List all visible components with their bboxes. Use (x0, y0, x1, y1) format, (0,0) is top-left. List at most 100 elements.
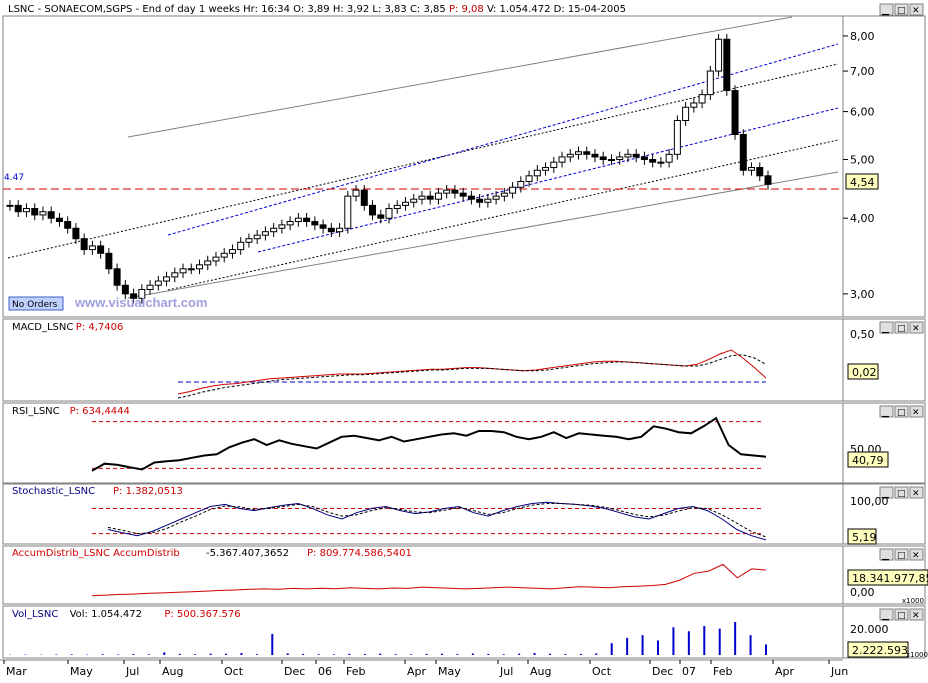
close-button[interactable] (909, 608, 924, 621)
candle-body (171, 272, 179, 278)
restore-button[interactable] (894, 608, 909, 621)
minimize-button[interactable] (879, 548, 894, 561)
candle-body (228, 249, 236, 254)
restore-button-glyph: □ (897, 489, 906, 499)
candle-body (690, 102, 698, 108)
candle-body (179, 268, 187, 274)
candle-body (665, 153, 673, 163)
candle-body (31, 208, 39, 216)
close-button[interactable] (909, 3, 924, 16)
minimize-button[interactable] (879, 321, 894, 334)
restore-button[interactable] (894, 548, 909, 561)
price-last-value-box (845, 173, 879, 190)
candle-body (72, 227, 80, 240)
candle-body (138, 289, 146, 299)
close-button[interactable] (909, 405, 924, 418)
x-axis-strip (0, 660, 928, 679)
minimize-button[interactable] (879, 3, 894, 16)
price-ytick-label: 4,00 (850, 212, 875, 225)
candle-body (739, 133, 747, 171)
candle-body (245, 238, 253, 243)
close-button[interactable] (909, 321, 924, 334)
restore-button[interactable] (894, 321, 909, 334)
price-ytick-label: 8,00 (850, 30, 875, 43)
candle-body (163, 276, 171, 282)
candle-body (286, 221, 294, 226)
restore-button-glyph: □ (897, 611, 906, 621)
vol-title: Vol_LSNC (12, 609, 58, 620)
ad-title: AccumDistrib_LSNC AccumDistrib (12, 548, 180, 559)
candle-body (566, 153, 574, 158)
vol-scale-note: x1000 (906, 651, 928, 659)
minimize-button-glyph: ▁ (881, 6, 890, 16)
trend-line[interactable] (167, 139, 839, 291)
candle-body (673, 120, 681, 155)
candle-body (303, 217, 311, 223)
stoch-last-value: 5,19 (852, 531, 877, 544)
candle-body (599, 156, 607, 161)
candle-body (418, 195, 426, 200)
candle-body (360, 189, 368, 206)
candle-body (204, 260, 212, 266)
candle-body (80, 238, 88, 251)
minimize-button[interactable] (879, 405, 894, 418)
candle-body (731, 90, 739, 135)
candle-body (426, 195, 434, 200)
minimize-button[interactable] (879, 608, 894, 621)
x-tick-label: Dec (652, 665, 673, 678)
candle-body (105, 252, 113, 270)
no-orders-button[interactable] (8, 296, 64, 311)
candle-body (443, 189, 451, 194)
vol-last-value-box (847, 641, 909, 658)
candle-body (533, 169, 541, 177)
candle-body (715, 38, 723, 72)
candle-body (657, 161, 665, 164)
ad-value: -5.367.407,3652 (206, 548, 289, 559)
candle-body (97, 245, 105, 254)
minimize-button-glyph: ▁ (881, 408, 890, 418)
close-button[interactable] (909, 486, 924, 499)
restore-button-glyph: □ (897, 6, 906, 16)
price-ytick-label: 6,00 (850, 106, 875, 119)
candle-body (278, 224, 286, 229)
candle-body (327, 227, 335, 233)
trend-line[interactable] (127, 171, 839, 299)
minimize-button[interactable] (879, 486, 894, 499)
candle-body (369, 204, 377, 216)
close-button-glyph: ✕ (912, 6, 920, 16)
rsi-title: RSI_LSNC (12, 406, 60, 417)
vol-p-value: P: 500.367.576 (164, 609, 240, 620)
restore-button[interactable] (894, 405, 909, 418)
stoch-title: Stochastic_LSNC (12, 486, 95, 497)
candle-body (682, 106, 690, 122)
candle-body (319, 224, 327, 229)
restore-button[interactable] (894, 486, 909, 499)
candle-body (270, 227, 278, 233)
candle-body (55, 217, 63, 223)
price-axis-frame (842, 15, 926, 318)
vol-last-value: 2.222.593 (852, 644, 908, 657)
stoch-top-tick: 100,00 (850, 495, 889, 508)
restore-button[interactable] (894, 3, 909, 16)
macd-top-tick: 0,50 (850, 328, 875, 341)
minimize-button-glyph: ▁ (881, 489, 890, 499)
minimize-button-glyph: ▁ (881, 324, 890, 334)
candle-body (616, 156, 624, 161)
close-button[interactable] (909, 548, 924, 561)
candle-body (377, 214, 385, 219)
candle-body (294, 217, 302, 223)
close-button-glyph: ✕ (912, 611, 920, 621)
rsi-last-value: 40,79 (852, 454, 884, 467)
candle-body (509, 186, 517, 194)
candle-body (410, 198, 418, 203)
candle-body (212, 256, 220, 262)
candle-body (187, 268, 195, 271)
candle-body (517, 180, 525, 188)
trend-line[interactable] (127, 16, 793, 138)
price-ytick-label: 7,00 (850, 65, 875, 78)
candle-body (113, 268, 121, 286)
series-line-rsi (91, 416, 767, 472)
price-ytick-label: 5,00 (850, 154, 875, 167)
candle-body (558, 156, 566, 163)
